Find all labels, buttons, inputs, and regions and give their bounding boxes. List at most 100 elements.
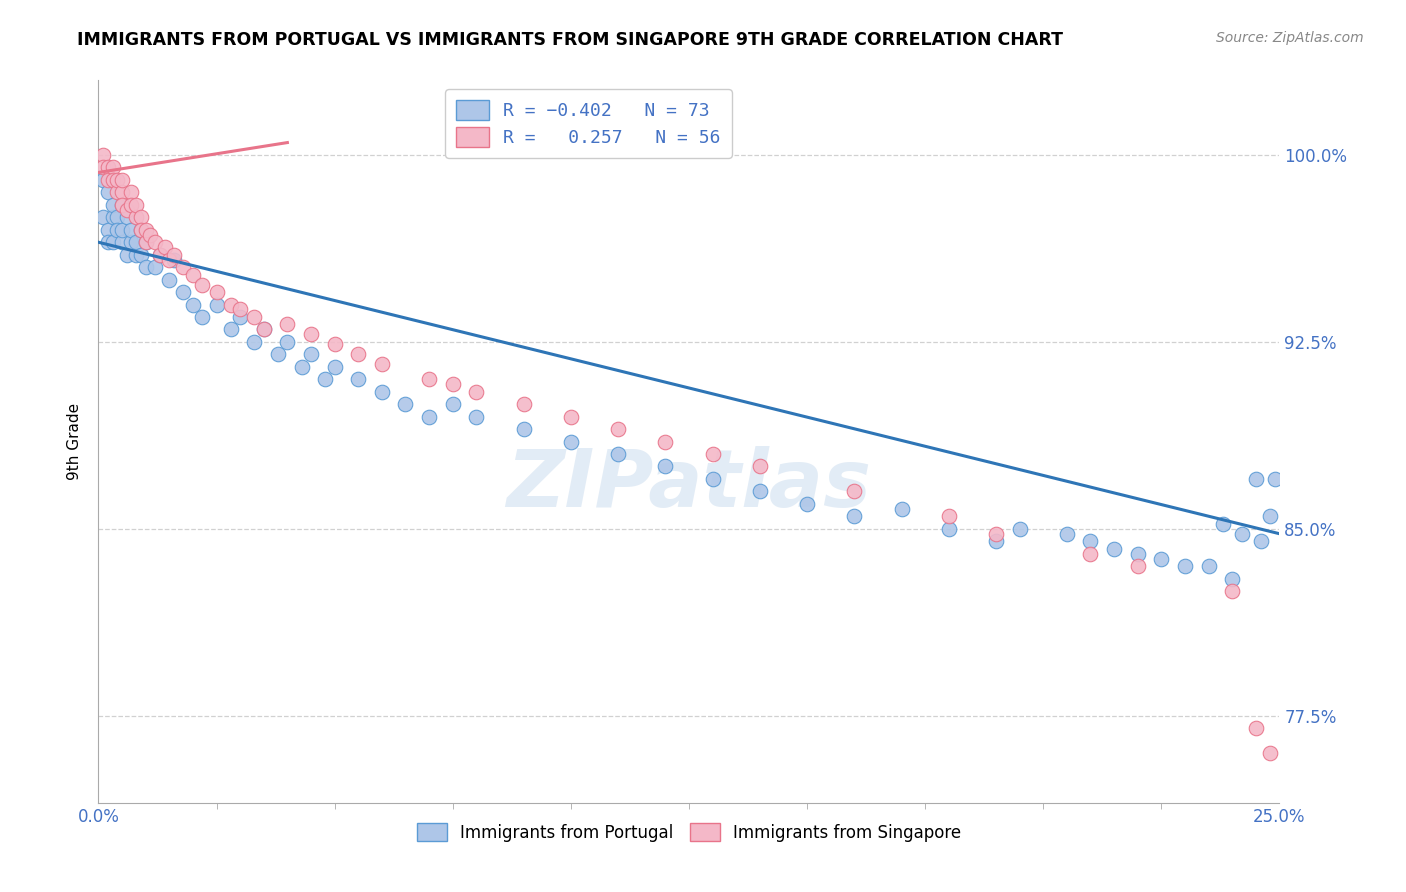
Point [101,211,124,225]
Point [1126,547,1149,561]
Point [253,322,276,336]
Point [299,327,322,342]
Point [938,509,960,524]
Point [1250,534,1272,549]
Point [125,235,148,250]
Point [115,248,138,262]
Point [748,459,770,474]
Point [143,260,166,274]
Point [97,161,120,175]
Point [1150,551,1173,566]
Point [97,235,120,250]
Point [1174,559,1197,574]
Point [1258,746,1281,760]
Point [465,409,488,424]
Text: Source: ZipAtlas.com: Source: ZipAtlas.com [1216,31,1364,45]
Point [191,277,214,292]
Point [1258,509,1281,524]
Point [1230,526,1253,541]
Point [101,173,124,187]
Point [115,202,138,217]
Point [149,248,172,262]
Point [1102,541,1125,556]
Point [91,211,114,225]
Point [121,198,143,212]
Point [1126,559,1149,574]
Point [441,377,464,392]
Point [157,272,180,286]
Point [101,235,124,250]
Point [135,260,157,274]
Point [205,285,228,299]
Point [560,434,582,449]
Point [702,447,724,461]
Point [1244,721,1267,735]
Point [121,186,143,200]
Point [135,235,157,250]
Point [1056,526,1078,541]
Point [181,268,204,282]
Point [111,223,134,237]
Text: ZIPatlas: ZIPatlas [506,446,872,524]
Point [91,161,114,175]
Point [153,240,176,254]
Point [441,397,464,411]
Point [172,260,194,274]
Point [91,148,114,162]
Point [796,497,818,511]
Point [105,186,128,200]
Point [1220,584,1243,599]
Point [1080,547,1102,561]
Point [984,534,1007,549]
Point [512,422,534,436]
Point [105,211,128,225]
Point [560,409,582,424]
Point [1198,559,1220,574]
Point [219,297,242,311]
Point [121,235,143,250]
Point [111,186,134,200]
Text: IMMIGRANTS FROM PORTUGAL VS IMMIGRANTS FROM SINGAPORE 9TH GRADE CORRELATION CHAR: IMMIGRANTS FROM PORTUGAL VS IMMIGRANTS F… [77,31,1063,49]
Point [129,223,152,237]
Point [371,384,394,399]
Point [844,484,866,499]
Point [111,198,134,212]
Point [163,248,186,262]
Point [323,337,346,351]
Point [205,297,228,311]
Point [290,359,312,374]
Point [347,372,370,386]
Point [125,211,148,225]
Point [105,223,128,237]
Point [139,227,162,242]
Point [243,334,266,349]
Point [143,235,166,250]
Point [984,526,1007,541]
Point [135,235,157,250]
Point [465,384,488,399]
Point [654,459,676,474]
Point [101,161,124,175]
Point [1008,522,1031,536]
Y-axis label: 9th Grade: 9th Grade [67,403,83,480]
Point [97,223,120,237]
Point [149,248,172,262]
Point [101,198,124,212]
Legend: Immigrants from Portugal, Immigrants from Singapore: Immigrants from Portugal, Immigrants fro… [411,817,967,848]
Point [229,310,252,324]
Point [418,409,440,424]
Point [125,198,148,212]
Point [1264,472,1286,486]
Point [97,186,120,200]
Point [267,347,290,361]
Point [607,422,630,436]
Point [163,252,186,267]
Point [115,211,138,225]
Point [890,501,912,516]
Point [111,235,134,250]
Point [129,248,152,262]
Point [938,522,960,536]
Point [1244,472,1267,486]
Point [97,173,120,187]
Point [129,211,152,225]
